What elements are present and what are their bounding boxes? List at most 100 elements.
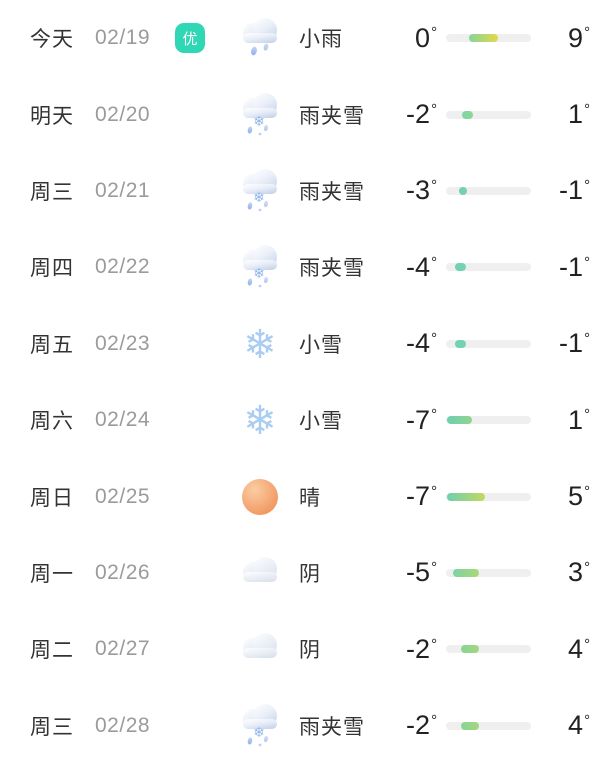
degree-symbol: ° <box>431 560 437 577</box>
temp-bar-fill <box>446 416 473 425</box>
condition-label: 阴 <box>299 562 321 586</box>
sleet-cloud-icon <box>221 243 299 291</box>
snowflake-icon <box>221 396 299 444</box>
low-temp: -4° <box>381 328 437 359</box>
aqi-badge-slot: 优 <box>175 23 213 54</box>
degree-symbol: ° <box>584 560 590 577</box>
forecast-row[interactable]: 周六 02/24 小雪 -7° 1° <box>0 382 615 458</box>
high-temp-value: -1 <box>559 175 584 206</box>
low-temp: -5° <box>381 557 437 588</box>
date-label: 02/20 <box>95 102 151 126</box>
sleet-cloud-icon <box>221 91 299 139</box>
high-temp: 9° <box>540 23 590 54</box>
forecast-row[interactable]: 周三 02/28 雨夹雪 -2° 4° <box>0 688 615 764</box>
degree-symbol: ° <box>431 636 437 653</box>
temp-bar-fill <box>462 110 474 119</box>
temp-range-track <box>446 492 531 501</box>
day-label: 周五 <box>30 333 74 357</box>
degree-symbol: ° <box>584 101 590 118</box>
overcast-cloud-icon <box>221 625 299 673</box>
rain-cloud-icon <box>221 14 299 62</box>
condition-label: 小雪 <box>299 333 343 357</box>
high-temp: 1° <box>540 99 590 130</box>
day-label: 周一 <box>30 562 74 586</box>
degree-symbol: ° <box>431 101 437 118</box>
date-label: 02/26 <box>95 560 151 584</box>
temp-bar-fill <box>458 186 468 195</box>
date-label: 02/21 <box>95 178 151 202</box>
forecast-row[interactable]: 周四 02/22 雨夹雪 -4° -1° <box>0 229 615 305</box>
date-label: 02/27 <box>95 637 151 661</box>
low-temp-value: -7 <box>406 404 431 435</box>
high-temp: 1° <box>540 405 590 436</box>
low-temp: -7° <box>381 405 437 436</box>
forecast-row[interactable]: 周五 02/23 小雪 -4° -1° <box>0 306 615 382</box>
high-temp-value: 4 <box>568 710 584 741</box>
date-label: 02/19 <box>95 26 151 50</box>
condition-label: 雨夹雪 <box>299 104 365 128</box>
temp-bar-fill <box>461 645 480 654</box>
degree-symbol: ° <box>584 178 590 195</box>
date-label: 02/28 <box>95 713 151 737</box>
condition-label: 阴 <box>299 639 321 663</box>
temp-range-track <box>446 645 531 654</box>
temp-range-track <box>446 721 531 730</box>
day-label: 周三 <box>30 180 74 204</box>
date-label: 02/22 <box>95 255 151 279</box>
low-temp-value: -4 <box>406 328 431 359</box>
sleet-cloud-icon <box>221 167 299 215</box>
temp-bar-fill <box>446 492 486 501</box>
high-temp: 5° <box>540 481 590 512</box>
low-temp-value: -2 <box>406 99 431 130</box>
degree-symbol: ° <box>584 25 590 42</box>
day-label: 明天 <box>30 104 74 128</box>
low-temp-value: 0 <box>415 22 431 53</box>
temp-range-track <box>446 34 531 43</box>
aqi-badge[interactable]: 优 <box>175 23 205 54</box>
degree-symbol: ° <box>584 407 590 424</box>
forecast-row[interactable]: 周一 02/26 阴 -5° 3° <box>0 535 615 611</box>
temp-range-track <box>446 339 531 348</box>
forecast-row[interactable]: 周三 02/21 雨夹雪 -3° -1° <box>0 153 615 229</box>
degree-symbol: ° <box>584 713 590 729</box>
low-temp: 0° <box>381 23 437 54</box>
sun-icon <box>221 473 299 521</box>
high-temp: -1° <box>540 328 590 359</box>
degree-symbol: ° <box>431 713 437 729</box>
day-label: 今天 <box>30 28 74 52</box>
forecast-row[interactable]: 周二 02/27 阴 -2° 4° <box>0 611 615 687</box>
day-label: 周日 <box>30 486 74 510</box>
low-temp: -2° <box>381 710 437 741</box>
high-temp: 3° <box>540 557 590 588</box>
overcast-cloud-icon <box>221 549 299 597</box>
degree-symbol: ° <box>584 331 590 348</box>
low-temp-value: -5 <box>406 557 431 588</box>
temp-bar-fill <box>452 568 480 577</box>
temp-bar-fill <box>468 34 498 43</box>
forecast-row[interactable]: 今天 02/19 优 小雨 0° 9° <box>0 0 615 76</box>
high-temp-value: 5 <box>568 481 584 512</box>
high-temp-value: 1 <box>568 404 584 435</box>
high-temp: 4° <box>540 634 590 665</box>
high-temp-value: 1 <box>568 99 584 130</box>
date-label: 02/24 <box>95 408 151 432</box>
high-temp-value: -1 <box>559 328 584 359</box>
day-label: 周四 <box>30 257 74 281</box>
temp-bar-fill <box>461 721 480 730</box>
low-temp-value: -7 <box>406 481 431 512</box>
day-label: 周三 <box>30 715 74 739</box>
degree-symbol: ° <box>431 483 437 500</box>
condition-label: 雨夹雪 <box>299 715 365 739</box>
high-temp: -1° <box>540 252 590 283</box>
degree-symbol: ° <box>431 407 437 424</box>
high-temp-value: -1 <box>559 251 584 282</box>
low-temp: -4° <box>381 252 437 283</box>
date-label: 02/25 <box>95 484 151 508</box>
degree-symbol: ° <box>584 254 590 271</box>
forecast-row[interactable]: 周日 02/25 晴 -7° 5° <box>0 458 615 534</box>
sleet-cloud-icon <box>221 702 299 750</box>
condition-label: 小雪 <box>299 410 343 434</box>
forecast-row[interactable]: 明天 02/20 雨夹雪 -2° 1° <box>0 76 615 152</box>
